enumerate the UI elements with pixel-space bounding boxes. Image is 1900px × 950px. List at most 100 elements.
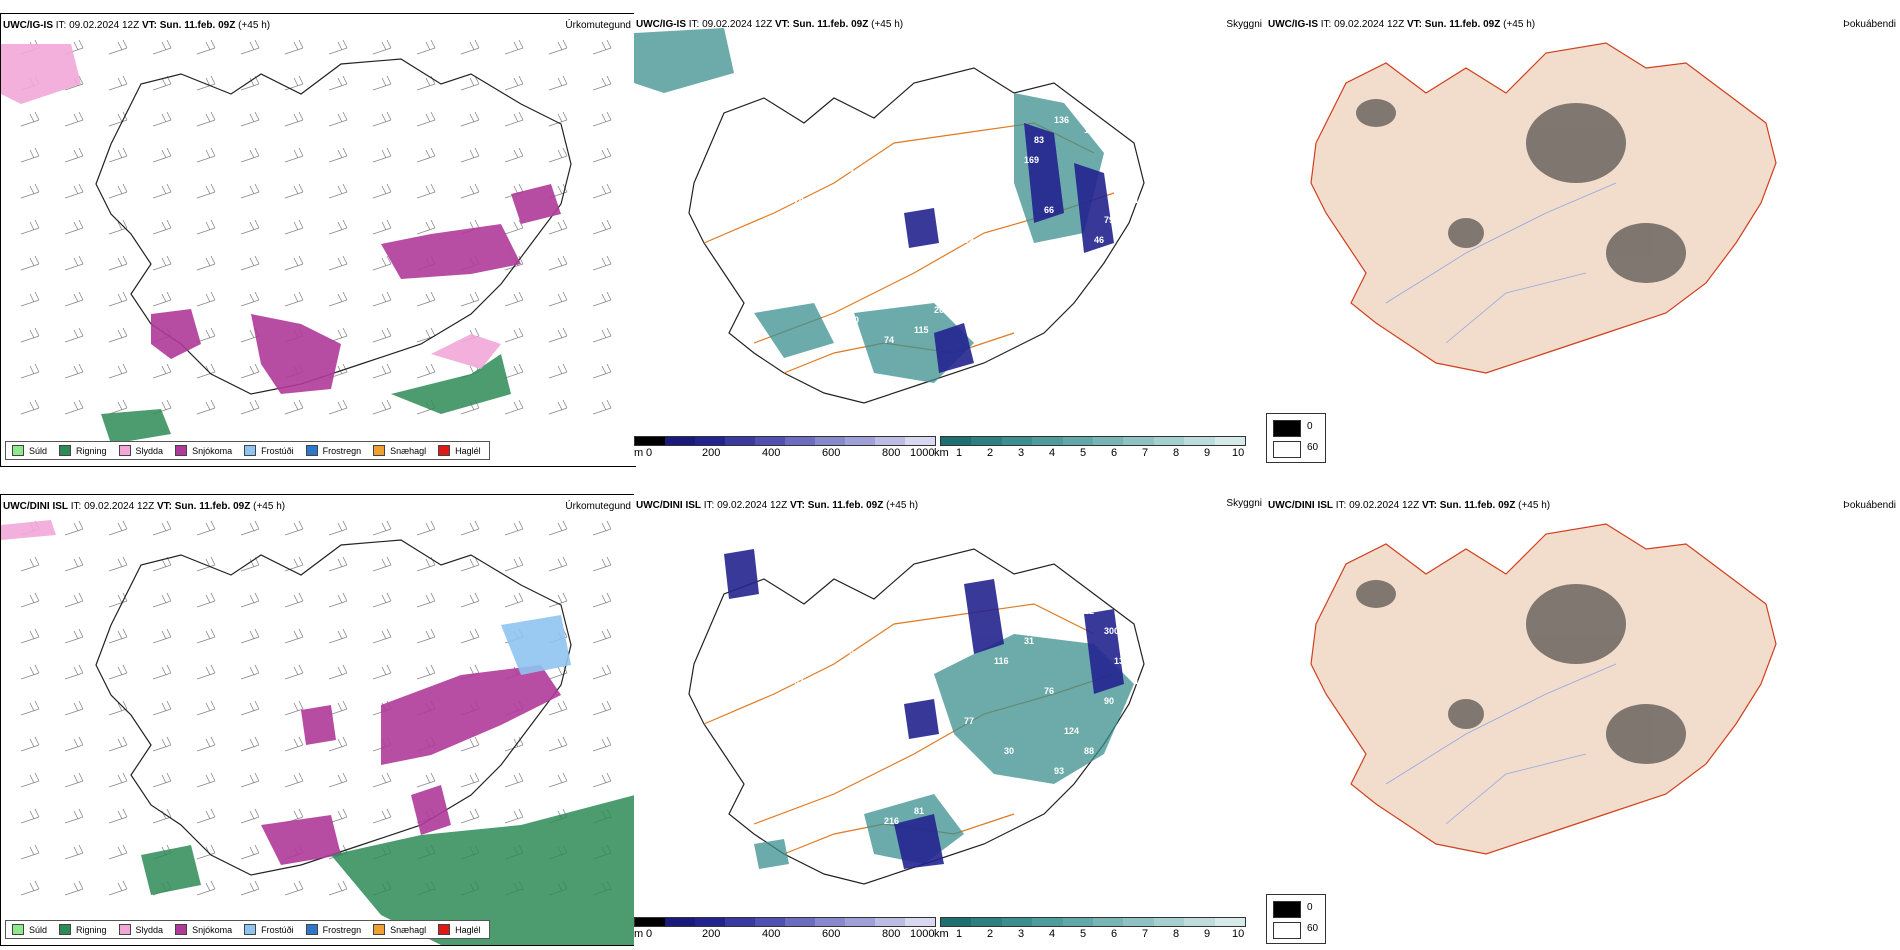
wind-barb xyxy=(20,183,40,199)
wind-barb xyxy=(372,363,392,379)
fog-legend: 0 60 xyxy=(1266,894,1326,944)
wind-barb xyxy=(20,772,40,788)
ceiling-value-label: 84 xyxy=(844,165,854,175)
wind-barb xyxy=(152,147,172,163)
panel-title: Þokuábendi xyxy=(1843,500,1896,511)
wind-barb xyxy=(108,520,128,536)
wind-barb xyxy=(548,556,568,572)
wind-barb xyxy=(240,664,260,680)
wind-barb xyxy=(284,147,304,163)
iceland-outline xyxy=(688,67,1145,404)
ceiling-value-label: 70 xyxy=(1104,145,1114,155)
scale-tick: 8 xyxy=(1173,928,1180,940)
wind-barb xyxy=(416,75,436,91)
wind-barb xyxy=(416,772,436,788)
ceiling-value-label: 93 xyxy=(1054,766,1064,776)
wind-barb xyxy=(196,772,216,788)
fog-legend: 0 60 xyxy=(1266,413,1326,463)
map-title: UWC/IG-IS IT: 09.02.2024 12Z VT: Sun. 11… xyxy=(636,19,904,30)
wind-barb xyxy=(196,700,216,716)
scale-tick: 400 xyxy=(762,928,781,940)
wind-barb xyxy=(328,772,348,788)
scale-tick: 600 xyxy=(822,447,841,459)
wind-barb xyxy=(592,736,612,752)
wind-barb xyxy=(108,219,128,235)
wind-barb xyxy=(592,255,612,271)
scale-tick: 1000 xyxy=(910,447,935,459)
wind-barb xyxy=(504,808,524,824)
wind-barb xyxy=(372,399,392,415)
wind-barb xyxy=(108,700,128,716)
wind-barb xyxy=(64,255,84,271)
panel-title: Skyggni xyxy=(1226,19,1262,30)
iceland-outline xyxy=(95,539,572,876)
scale-unit: km xyxy=(934,447,949,459)
wind-barb xyxy=(504,327,524,343)
wind-barb xyxy=(372,219,392,235)
iceland-fog-map xyxy=(1310,523,1777,855)
legend-swatch xyxy=(373,924,386,935)
wind-barb xyxy=(152,183,172,199)
wind-barb xyxy=(108,399,128,415)
wind-barb xyxy=(196,664,216,680)
legend-swatch xyxy=(244,445,257,456)
wind-barb xyxy=(416,183,436,199)
wind-barb xyxy=(592,183,612,199)
wind-barb xyxy=(460,111,480,127)
ceiling-areas xyxy=(724,549,1124,869)
ceiling-value-label: 78 xyxy=(974,776,984,786)
wind-barb xyxy=(196,147,216,163)
wind-barb xyxy=(548,363,568,379)
wind-barb xyxy=(20,255,40,271)
wind-barb xyxy=(592,291,612,307)
wind-barb xyxy=(548,219,568,235)
ceiling-value-label: 31 xyxy=(1024,636,1034,646)
wind-barb xyxy=(108,147,128,163)
wind-barb xyxy=(416,664,436,680)
legend-item: Frostúði xyxy=(244,445,294,456)
wind-barb xyxy=(460,39,480,55)
wind-barb xyxy=(592,700,612,716)
wind-barb xyxy=(592,556,612,572)
wind-barb xyxy=(196,363,216,379)
wind-barb xyxy=(152,219,172,235)
wind-barb xyxy=(592,39,612,55)
iceland-ceiling-map: 74 84 92 123 169 66 92 70 79 83 136 150 70 97 173 297 20… xyxy=(634,28,1149,404)
legend-item: Rigning xyxy=(59,445,107,456)
scale-tick: 1 xyxy=(956,447,963,459)
wind-barb xyxy=(372,291,392,307)
legend-swatch xyxy=(305,924,318,935)
legend-swatch xyxy=(244,924,257,935)
wind-barb xyxy=(108,664,128,680)
wind-barb xyxy=(592,219,612,235)
wind-barb xyxy=(20,147,40,163)
ceiling-map-top: UWC/IG-IS IT: 09.02.2024 12Z VT: Sun. 11… xyxy=(634,13,1266,466)
scale-tick: 9 xyxy=(1204,928,1211,940)
ceiling-value-label: 30 xyxy=(1004,746,1014,756)
wind-barb xyxy=(152,363,172,379)
wind-barb xyxy=(196,39,216,55)
wind-barb xyxy=(592,147,612,163)
ceiling-value-label: 216 xyxy=(884,816,899,826)
wind-barb xyxy=(504,111,524,127)
map-title: UWC/DINI ISL IT: 09.02.2024 12Z VT: Sun.… xyxy=(1268,500,1551,511)
ceiling-value-label: 83 xyxy=(1034,135,1044,145)
wind-barb xyxy=(108,39,128,55)
iceland-precip-map xyxy=(1,39,612,444)
wind-barb xyxy=(108,556,128,572)
wind-barb xyxy=(372,255,392,271)
wind-barb xyxy=(328,399,348,415)
scale-tick: 4 xyxy=(1049,447,1056,459)
ceiling-value-label: 116 xyxy=(994,656,1009,666)
wind-barb xyxy=(284,664,304,680)
precip-snow xyxy=(261,665,561,865)
wind-barb xyxy=(328,255,348,271)
wind-barb xyxy=(64,880,84,896)
wind-barb xyxy=(64,736,84,752)
legend-item: Haglél xyxy=(438,445,481,456)
ceiling-value-label: 138 xyxy=(1114,656,1129,666)
wind-barb xyxy=(152,520,172,536)
wind-barb xyxy=(240,183,260,199)
ceiling-value-label: 123 xyxy=(994,175,1009,185)
ceiling-scale: m 0 200 400 600 800 1000 xyxy=(634,436,936,464)
